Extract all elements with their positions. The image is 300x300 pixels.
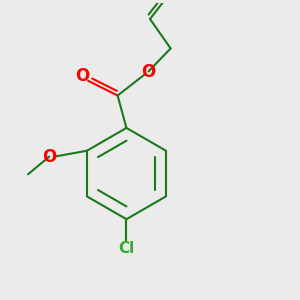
Text: Cl: Cl <box>118 241 135 256</box>
Text: O: O <box>42 148 56 166</box>
Text: O: O <box>75 68 89 85</box>
Text: O: O <box>141 63 156 81</box>
